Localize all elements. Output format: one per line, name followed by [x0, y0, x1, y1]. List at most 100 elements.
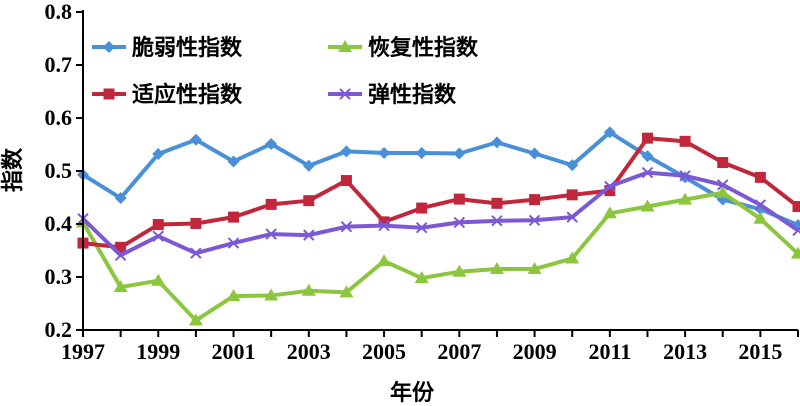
legend-marker [103, 41, 115, 53]
data-point [265, 198, 277, 210]
data-point [641, 150, 654, 163]
data-point [264, 288, 279, 301]
y-tick-label: 0.5 [45, 158, 73, 183]
data-point [602, 206, 617, 219]
axes: 0.2 0.3 0.4 0.5 0.6 0.7 0.8 1997 1999 2001 2003 200… [45, 0, 799, 364]
data-point [302, 159, 315, 172]
data-point [453, 147, 466, 160]
data-point [226, 289, 241, 302]
data-point [566, 189, 578, 201]
data-point [227, 155, 240, 168]
series-line [82, 136, 800, 250]
data-point [490, 136, 503, 149]
data-point [604, 180, 616, 193]
data-point [378, 146, 391, 159]
legend-marker [338, 40, 352, 52]
data-point [190, 247, 202, 259]
data-point [715, 185, 730, 198]
data-point [678, 192, 693, 205]
data-point [303, 195, 315, 207]
legend-item-2: 恢复性指数 [328, 35, 479, 61]
data-point [489, 262, 504, 275]
x-tick-label: 1997 [61, 339, 105, 364]
x-tick-label: 2003 [287, 339, 331, 364]
legend-item-1: 脆弱性指数 [92, 35, 243, 61]
data-point [339, 285, 354, 298]
data-point [415, 146, 428, 159]
x-tick-label: 1999 [136, 339, 180, 364]
data-point [189, 133, 202, 146]
data-point [415, 222, 428, 234]
data-point [378, 219, 390, 232]
data-point [491, 215, 503, 227]
y-axis-title: 指数 [0, 147, 26, 192]
data-point [152, 219, 164, 231]
legend-label: 脆弱性指数 [132, 35, 243, 61]
data-point [114, 249, 127, 261]
data-point [717, 157, 729, 169]
data-point [265, 228, 277, 240]
data-point [528, 214, 541, 226]
data-point [377, 254, 392, 267]
data-point [114, 192, 127, 205]
data-point [151, 273, 166, 286]
data-point [754, 171, 766, 183]
y-tick-label: 0.8 [45, 0, 73, 24]
data-point [641, 132, 653, 144]
data-point [340, 220, 353, 233]
legend-item-3: 适应性指数 [92, 82, 243, 108]
data-point [152, 230, 164, 242]
data-point [527, 262, 542, 275]
data-point [115, 241, 127, 253]
data-point [190, 217, 202, 229]
data-point [717, 179, 729, 191]
data-point [228, 211, 240, 223]
y-tick-label: 0.6 [45, 105, 73, 130]
x-tick-label: 2013 [663, 339, 707, 364]
legend-item-4: 弹性指数 [328, 82, 457, 108]
data-point [640, 199, 655, 212]
series-2 [76, 185, 800, 326]
data-point [453, 216, 466, 229]
y-tick-label: 0.4 [45, 211, 73, 236]
data-point [452, 264, 467, 277]
data-point [188, 313, 203, 326]
data-point [113, 280, 128, 293]
data-point [566, 159, 579, 172]
plot-area [76, 126, 800, 326]
data-point [791, 246, 800, 259]
data-point [566, 211, 578, 223]
data-point [340, 175, 352, 187]
series-line [81, 190, 800, 323]
data-point [152, 148, 165, 161]
legend-marker [103, 88, 115, 100]
x-tick-label: 2007 [437, 339, 481, 364]
series-line [81, 170, 800, 258]
y-tick-label: 0.7 [45, 52, 73, 77]
data-point [679, 135, 691, 147]
data-point [303, 229, 315, 241]
legend-label: 恢复性指数 [368, 35, 479, 61]
series-3 [77, 132, 800, 253]
legend-label: 弹性指数 [368, 82, 457, 108]
data-point [378, 216, 390, 228]
data-point [641, 166, 654, 179]
series-4 [77, 166, 800, 261]
data-point [754, 199, 767, 211]
data-point [491, 197, 503, 209]
data-point [792, 224, 800, 237]
data-point [792, 201, 800, 213]
data-point [414, 271, 429, 284]
x-tick-label: 2005 [362, 339, 406, 364]
y-tick-label: 0.3 [45, 264, 73, 289]
data-point [565, 251, 580, 264]
data-point [453, 193, 465, 205]
data-point [340, 145, 353, 158]
x-tick-label: 2015 [738, 339, 782, 364]
data-point [604, 185, 616, 197]
x-axis-title: 年份 [390, 380, 435, 406]
data-point [301, 283, 316, 296]
data-point [227, 237, 240, 249]
